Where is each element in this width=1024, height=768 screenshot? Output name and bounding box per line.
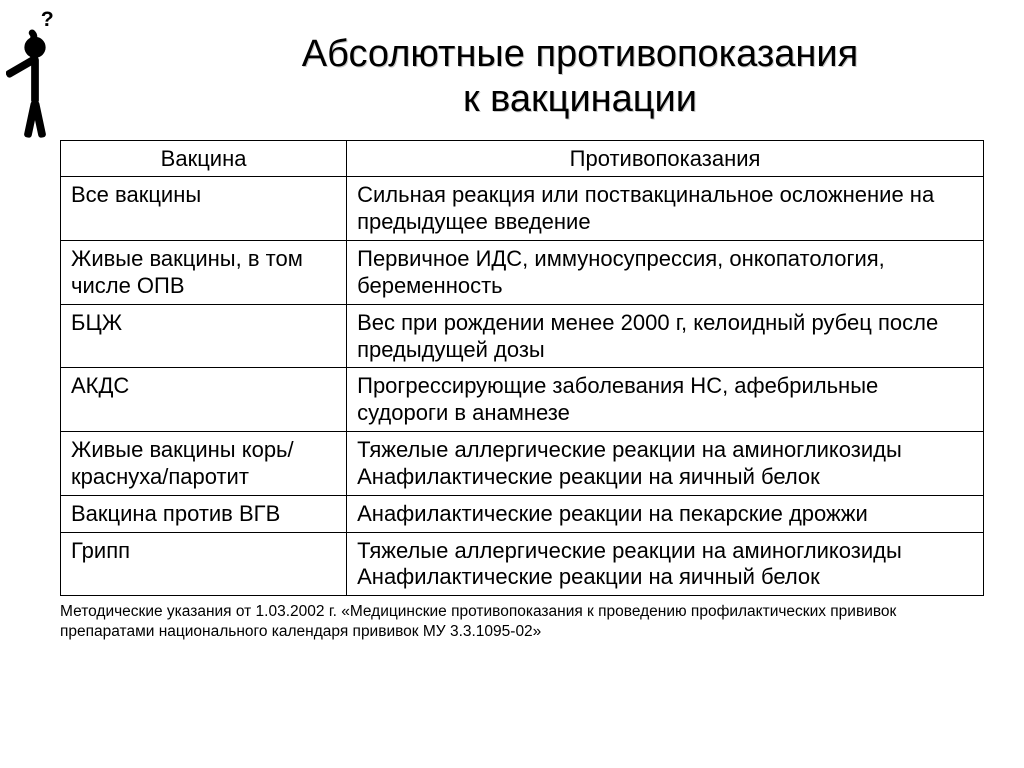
cell-vaccine: Вакцина против ВГВ	[61, 495, 347, 532]
table-row: БЦЖВес при рождении менее 2000 г, келоид…	[61, 304, 984, 368]
cell-vaccine: Все вакцины	[61, 177, 347, 241]
cell-contra: Тяжелые аллергические реакции на аминогл…	[347, 432, 984, 496]
cell-contra: Анафилактические реакции на пекарские др…	[347, 495, 984, 532]
table-row: Живые вакцины, в том числе ОПВПервичное …	[61, 241, 984, 305]
table-row: АКДСПрогрессирующие заболевания НС, афеб…	[61, 368, 984, 432]
footnote: Методические указания от 1.03.2002 г. «М…	[60, 602, 984, 641]
header-contraindications: Противопоказания	[347, 140, 984, 177]
table-row: ГриппТяжелые аллергические реакции на ам…	[61, 532, 984, 596]
table-header-row: Вакцина Противопоказания	[61, 140, 984, 177]
cell-vaccine: Живые вакцины, в том числе ОПВ	[61, 241, 347, 305]
cell-contra: Сильная реакция или поствакцинальное осл…	[347, 177, 984, 241]
cell-contra: Прогрессирующие заболевания НС, афебриль…	[347, 368, 984, 432]
header-vaccine: Вакцина	[61, 140, 347, 177]
svg-text:?: ?	[41, 7, 54, 31]
table-row: Живые вакцины корь/краснуха/паротитТяжел…	[61, 432, 984, 496]
slide-title: Абсолютные противопоказания к вакцинации	[200, 32, 960, 122]
cell-contra: Вес при рождении менее 2000 г, келоидный…	[347, 304, 984, 368]
title-line-1: Абсолютные противопоказания	[302, 33, 858, 75]
table-row: Вакцина против ВГВАнафилактические реакц…	[61, 495, 984, 532]
cell-contra: Тяжелые аллергические реакции на аминогл…	[347, 532, 984, 596]
cell-vaccine: Живые вакцины корь/краснуха/паротит	[61, 432, 347, 496]
stick-figure-icon: ?	[6, 6, 64, 166]
table-row: Все вакциныСильная реакция или поствакци…	[61, 177, 984, 241]
title-line-2: к вакцинации	[463, 78, 697, 120]
cell-vaccine: БЦЖ	[61, 304, 347, 368]
slide: ? Абсолютные противопоказания к вакцинац…	[0, 0, 1024, 768]
cell-vaccine: АКДС	[61, 368, 347, 432]
contraindications-table: Вакцина Противопоказания Все вакциныСиль…	[60, 140, 984, 597]
cell-vaccine: Грипп	[61, 532, 347, 596]
cell-contra: Первичное ИДС, иммуносупрессия, онкопато…	[347, 241, 984, 305]
